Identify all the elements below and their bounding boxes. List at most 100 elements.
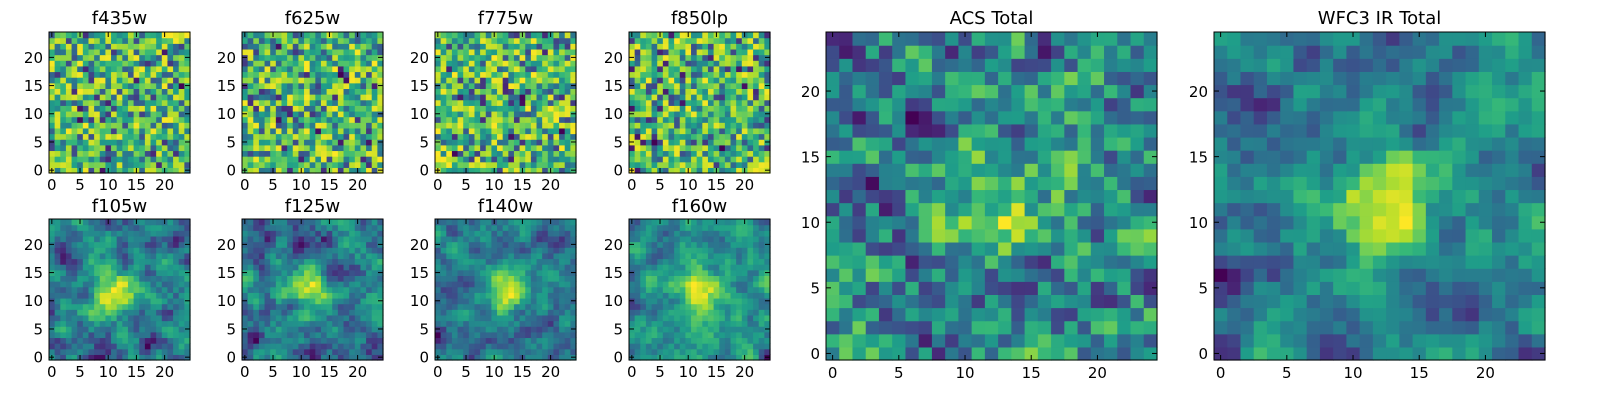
heatmap-cell (349, 77, 356, 84)
heatmap-cell (564, 105, 571, 112)
heatmap-cell (553, 292, 560, 299)
heatmap-cell (547, 292, 555, 299)
heatmap-cell (337, 348, 345, 355)
heatmap-cell (304, 43, 311, 50)
heatmap-cell (377, 156, 384, 163)
heatmap-cell (161, 144, 169, 152)
heatmap-cell (474, 116, 481, 123)
heatmap-cell (662, 144, 670, 152)
heatmap-cell (547, 337, 555, 344)
heatmap-cell (360, 105, 367, 112)
heatmap-cell (440, 320, 447, 327)
heatmap-cell (651, 60, 658, 67)
heatmap-cell (474, 331, 481, 339)
heatmap-cell (747, 144, 754, 152)
heatmap-cell (337, 241, 345, 248)
heatmap-cell (468, 331, 476, 339)
heatmap-cell (287, 241, 294, 248)
heatmap-cell (247, 219, 254, 226)
heatmap-cell (49, 314, 56, 322)
heatmap-cell (253, 241, 260, 248)
heatmap-cell (366, 354, 373, 361)
heatmap-cell (275, 32, 283, 39)
heatmap-cell (440, 139, 447, 146)
heatmap-cell (764, 60, 771, 67)
heatmap-cell (111, 139, 118, 146)
heatmap-cell (161, 94, 169, 101)
heatmap-cell (525, 32, 532, 39)
heatmap-cell (736, 348, 743, 355)
heatmap-cell (270, 82, 277, 89)
heatmap-cell (662, 32, 670, 39)
heatmap-cell (82, 331, 90, 339)
heatmap-cell (60, 139, 67, 146)
heatmap-cell (304, 314, 311, 322)
heatmap-cell (547, 122, 555, 129)
heatmap-cell (88, 88, 95, 95)
heatmap-cell (105, 88, 112, 95)
heatmap-cell (264, 94, 271, 101)
heatmap-cell (536, 43, 543, 50)
heatmap-cell (99, 116, 106, 123)
heatmap-cell (634, 144, 641, 152)
heatmap-cell (122, 343, 129, 350)
heatmap-cell (253, 309, 260, 316)
heatmap-cell (446, 326, 453, 333)
heatmap-cell (463, 258, 470, 265)
heatmap-cell (741, 343, 749, 350)
heatmap-cell (287, 292, 294, 299)
heatmap-cell (178, 303, 185, 310)
heatmap-cell (564, 54, 571, 61)
heatmap-cell (451, 48, 459, 56)
heatmap-cell (111, 269, 118, 276)
heatmap-cell (253, 65, 260, 73)
heatmap-cell (525, 122, 532, 129)
heatmap-cell (247, 320, 254, 327)
heatmap-cell (753, 77, 760, 84)
heatmap-cell (435, 116, 442, 123)
heatmap-cell (440, 292, 447, 299)
heatmap-cell (651, 139, 658, 146)
heatmap-cell (377, 43, 384, 50)
heatmap-cell (253, 264, 260, 271)
heatmap-cell (275, 139, 283, 146)
heatmap-cell (105, 133, 112, 140)
heatmap-cell (309, 110, 316, 118)
heatmap-cell (287, 144, 294, 152)
x-tick-label: 5 (268, 176, 278, 194)
heatmap-cell (343, 94, 350, 101)
heatmap-cell (435, 88, 442, 95)
heatmap-cell (144, 241, 152, 248)
heatmap-cell (275, 331, 283, 339)
heatmap-cell (542, 77, 549, 84)
heatmap-cell (298, 303, 305, 310)
heatmap-cell (270, 150, 277, 157)
heatmap-cell (270, 139, 277, 146)
heatmap-cell (474, 133, 481, 140)
heatmap-cell (320, 224, 328, 231)
heatmap-cell (685, 54, 692, 61)
heatmap-cell (497, 54, 504, 61)
heatmap-cell (747, 156, 754, 163)
heatmap-cell (150, 82, 157, 89)
heatmap-cell (343, 247, 350, 254)
heatmap-cell (133, 281, 140, 288)
heatmap-cell (491, 264, 498, 271)
heatmap-cell (304, 247, 311, 254)
heatmap-cell (741, 37, 749, 44)
heatmap-cell (553, 354, 560, 361)
heatmap-cell (730, 77, 737, 84)
heatmap-cell (702, 144, 709, 152)
heatmap-cell (480, 82, 487, 89)
heatmap-cell (724, 303, 732, 310)
heatmap-cell (184, 224, 191, 231)
heatmap-cell (281, 54, 288, 61)
heatmap-cell (247, 167, 254, 174)
heatmap-cell (497, 127, 504, 135)
heatmap-cell (753, 167, 760, 174)
heatmap-cell (167, 32, 174, 39)
heatmap-cell (519, 161, 526, 168)
heatmap-cell (508, 71, 515, 78)
heatmap-cell (332, 116, 339, 123)
